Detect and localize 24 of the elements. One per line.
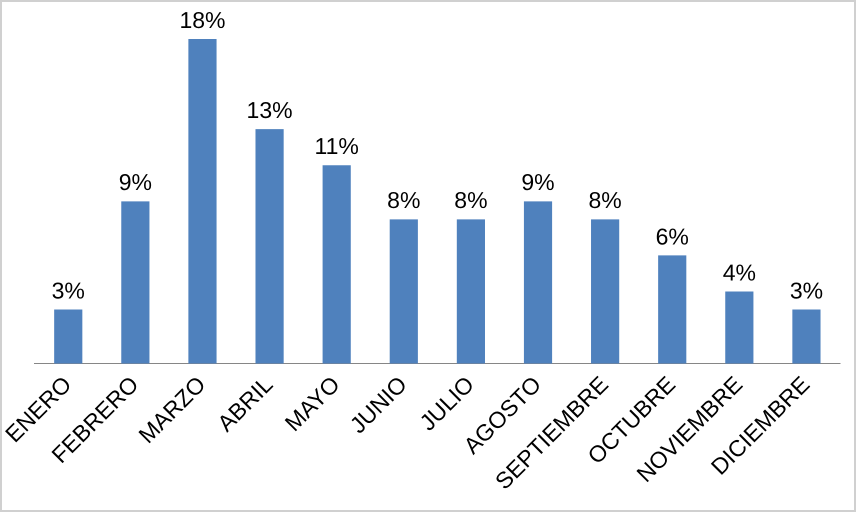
data-label: 13% [246, 97, 293, 124]
data-label: 3% [52, 277, 85, 304]
data-label: 4% [722, 259, 756, 286]
bar [54, 310, 82, 364]
data-label: 8% [454, 187, 488, 214]
bar [591, 219, 620, 364]
bar [658, 255, 686, 364]
data-label: 9% [118, 169, 152, 196]
bar [121, 201, 150, 364]
bar [255, 129, 284, 364]
data-label: 18% [179, 6, 226, 33]
data-label: 9% [521, 169, 555, 196]
bar [725, 292, 754, 364]
data-label: 6% [656, 223, 689, 250]
data-label: 8% [588, 187, 622, 214]
data-label: 8% [387, 187, 420, 214]
bar [792, 310, 821, 364]
bar [390, 219, 418, 364]
bar [188, 39, 217, 364]
data-label: 3% [790, 277, 824, 304]
bar [456, 219, 485, 364]
data-label: 11% [314, 133, 359, 160]
bar [322, 165, 351, 364]
bar [524, 201, 552, 364]
